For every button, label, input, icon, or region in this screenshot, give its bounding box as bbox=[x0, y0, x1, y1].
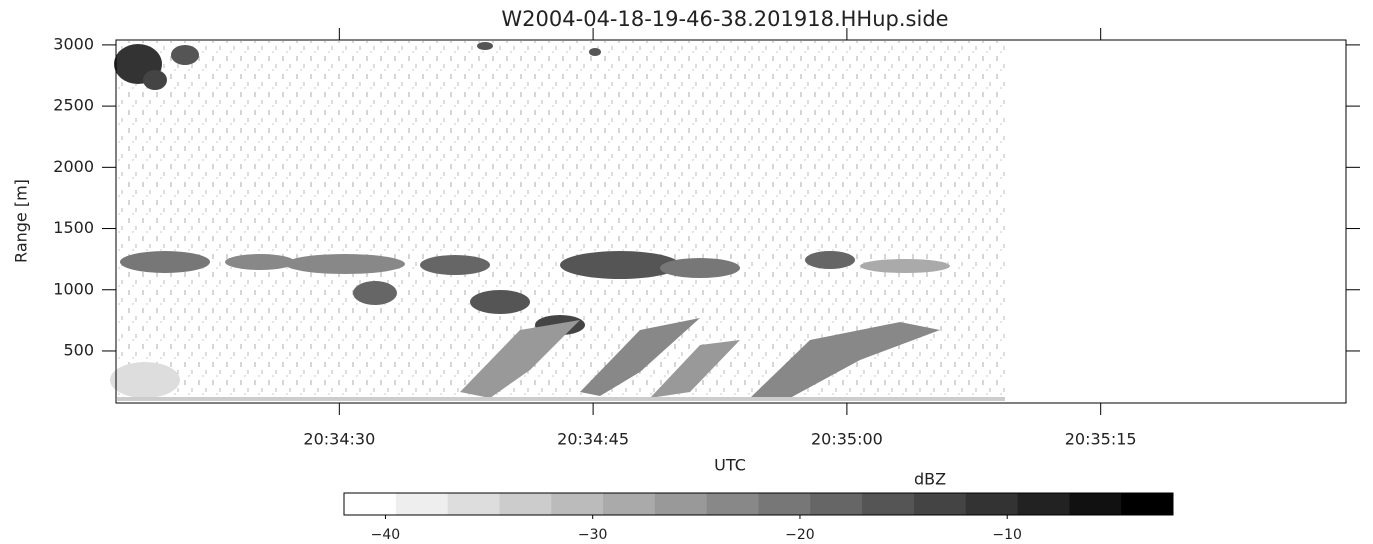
y-tick-label: 2500 bbox=[53, 96, 94, 115]
plot-frame bbox=[115, 39, 1347, 404]
y-tick-label: 3000 bbox=[53, 34, 94, 53]
colorbar-label: dBZ bbox=[914, 470, 946, 489]
colorbar-swatch bbox=[965, 493, 1019, 515]
colorbar-tick-label: −20 bbox=[785, 527, 815, 543]
colorbar-swatch bbox=[654, 493, 708, 515]
colorbar-swatch bbox=[447, 493, 500, 515]
radar-echo bbox=[110, 41, 1005, 401]
y-tick-label: 1500 bbox=[53, 218, 94, 237]
y-tick-label: 500 bbox=[63, 340, 94, 359]
colorbar-swatch bbox=[344, 493, 397, 515]
x-tick-label: 20:35:15 bbox=[1065, 430, 1137, 449]
colorbar-tick-label: −40 bbox=[371, 527, 401, 543]
colorbar-tick-label: −30 bbox=[578, 527, 608, 543]
colorbar-swatch bbox=[603, 493, 656, 515]
colorbar-swatch bbox=[706, 493, 759, 515]
colorbar-swatch bbox=[1069, 493, 1122, 515]
x-axis-label: UTC bbox=[714, 456, 746, 475]
chart-title: W2004-04-18-19-46-38.201918.HHup.side bbox=[501, 7, 948, 31]
colorbar-swatch bbox=[1017, 493, 1070, 515]
colorbar-swatch bbox=[551, 493, 604, 515]
colorbar-swatch bbox=[810, 493, 863, 515]
colorbar-swatch bbox=[1121, 493, 1174, 515]
x-tick-label: 20:35:00 bbox=[811, 430, 883, 449]
colorbar-swatch bbox=[395, 493, 449, 515]
y-tick-label: 2000 bbox=[53, 157, 94, 176]
colorbar-frame bbox=[343, 492, 1174, 516]
colorbar-swatch bbox=[758, 493, 811, 515]
colorbar-swatch bbox=[862, 493, 915, 515]
x-tick-label: 20:34:45 bbox=[557, 430, 629, 449]
colorbar-swatch bbox=[499, 493, 552, 515]
colorbar-tick-label: −10 bbox=[992, 527, 1022, 543]
x-tick-label: 20:34:30 bbox=[303, 430, 375, 449]
y-tick-label: 1000 bbox=[53, 279, 94, 298]
y-axis-label: Range [m] bbox=[12, 179, 31, 263]
colorbar-swatch bbox=[913, 493, 967, 515]
